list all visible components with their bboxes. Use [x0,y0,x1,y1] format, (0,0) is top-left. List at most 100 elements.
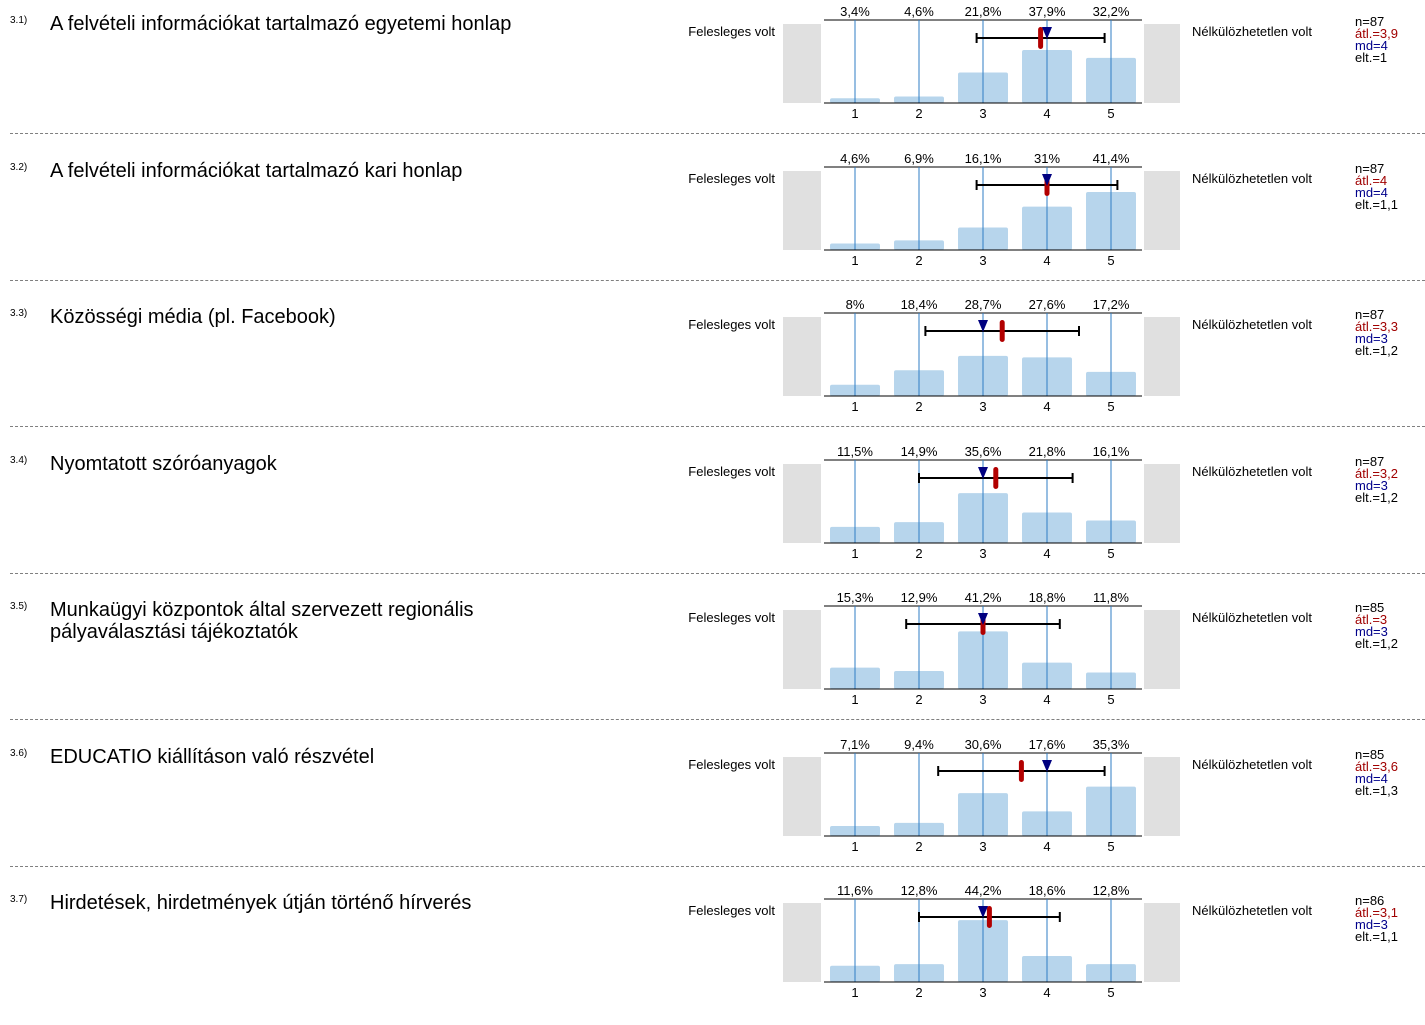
percent-label: 15,3% [837,590,874,605]
question-row: 3.4) Nyomtatott szóróanyagok Felesleges vo… [0,440,1425,586]
tick-label: 2 [915,985,922,1000]
tick-label: 3 [979,839,986,854]
row-divider [10,133,1425,134]
histogram-chart: 4,6% 6,9% 16,1% 31% 41,4% 1 2 3 4 5 [783,151,1180,268]
histogram-chart: 3,4% 4,6% 21,8% 37,9% 32,2% 1 2 3 4 5 [783,4,1180,121]
percent-label: 35,6% [965,444,1002,459]
median-marker [978,466,988,479]
tick-label: 1 [851,692,858,707]
mean-marker [1038,27,1044,49]
tick-label: 4 [1043,106,1050,121]
percent-label: 4,6% [840,151,870,166]
percent-label: 16,1% [965,151,1002,166]
stats-block: n=87 átl.=3,2 md=3 elt.=1,2 [1355,453,1399,505]
stat-sd: elt.=1,2 [1355,343,1399,358]
stat-sd: elt.=1,2 [1355,489,1399,505]
stat-median: md=3 [1355,624,1388,639]
tick-label: 3 [979,106,986,121]
left-side-block [783,610,821,689]
stat-sd: elt.=1,2 [1355,636,1399,651]
stat-median: md=3 [1355,331,1388,346]
question-number: 3.4) [10,454,28,466]
percent-label: 14,9% [901,444,938,459]
row-divider [10,426,1425,427]
percent-label: 18,8% [1029,590,1066,605]
question-row: 3.6) EDUCATIO kiállításon való részvétel F… [0,733,1425,879]
stat-mean: átl.=3,2 [1355,465,1399,481]
percent-label: 21,8% [1029,444,1066,459]
tick-label: 3 [979,253,986,268]
right-side-block [1144,756,1180,836]
scale-left-label: Felesleges volt [688,610,775,625]
percent-label: 18,4% [901,297,938,312]
question-row: 3.3) Közösségi média (pl. Facebook) Felesl… [0,293,1425,439]
tick-label: 4 [1043,399,1050,414]
median-marker [1042,759,1052,772]
question-number: 3.6) [10,747,28,759]
percent-label: 11,6% [837,883,873,898]
tick-label: 3 [979,692,986,707]
tick-label: 2 [915,546,922,561]
scale-right-label: Nélkülözhetetlen volt [1192,463,1312,479]
question-number: 3.3) [10,308,28,319]
percent-label: 17,2% [1093,297,1130,312]
median-marker [978,613,988,625]
scale-right-label: Nélkülözhetetlen volt [1192,24,1312,39]
percent-label: 18,6% [1029,883,1066,898]
row-divider [10,719,1425,720]
tick-label: 1 [851,399,858,414]
percent-label: 11,5% [837,444,873,459]
tick-label: 4 [1043,839,1050,854]
tick-label: 2 [915,106,922,121]
stats-block: n=87 átl.=3,3 md=3 elt.=1,2 [1355,307,1399,358]
tick-label: 5 [1107,692,1114,707]
stat-n: n=87 [1355,453,1385,469]
percent-label: 31% [1034,151,1060,166]
percent-label: 21,8% [965,4,1002,19]
question-row: 3.7) Hirdetések, hirdetmények útján törté… [0,879,1425,1025]
question-row: 3.5) Munkaügyi központok által szervezett… [0,586,1425,732]
percent-label: 9,4% [904,737,934,752]
left-side-block [783,170,821,250]
histogram-chart: 8% 18,4% 28,7% 27,6% 17,2% 1 2 3 4 5 [783,297,1180,414]
question-text: A felvételi információkat tartalmazó kar… [50,159,463,182]
median-marker [978,320,988,332]
stat-median: md=3 [1355,917,1388,932]
percent-label: 27,6% [1029,297,1066,312]
mean-marker [986,906,992,928]
percent-label: 17,6% [1029,737,1066,752]
question-text: EDUCATIO kiállításon való részvétel [50,745,375,768]
tick-label: 1 [851,985,858,1000]
percent-label: 12,8% [901,883,938,898]
tick-label: 5 [1107,546,1114,561]
median-marker [1042,27,1052,39]
stat-median: md=4 [1355,38,1388,53]
right-side-block [1144,903,1180,982]
tick-label: 5 [1107,106,1114,121]
percent-label: 37,9% [1029,4,1066,19]
tick-label: 5 [1107,985,1114,1000]
question-number: 3.5) [10,601,28,612]
stats-block: n=87 átl.=4 md=4 elt.=1,1 [1355,162,1398,211]
question-text: Nyomtatott szóróanyagok [50,452,277,475]
question-number: 3.1) [10,15,28,26]
stat-mean: átl.=3,1 [1355,905,1399,920]
stat-sd: elt.=1,1 [1355,929,1399,944]
percent-label: 44,2% [965,883,1002,898]
histogram-chart: 11,5% 14,9% 35,6% 21,8% 16,1% 1 2 3 4 5 [783,444,1180,561]
percent-label: 41,4% [1093,151,1130,166]
tick-label: 4 [1043,546,1050,561]
tick-label: 5 [1107,839,1114,854]
tick-label: 1 [851,839,858,854]
stat-sd: elt.=1 [1355,50,1388,65]
percent-label: 3,4% [840,4,870,19]
percent-label: 8% [846,297,865,312]
stat-n: n=87 [1355,307,1385,322]
histogram-chart: 11,6% 12,8% 44,2% 18,6% 12,8% 1 2 3 4 5 [783,883,1180,1000]
right-side-block [1144,463,1180,543]
stat-mean: átl.=3,6 [1355,758,1399,774]
mean-marker [999,320,1005,342]
percent-label: 4,6% [904,4,934,19]
stat-sd: elt.=1,3 [1355,782,1399,798]
scale-left-label: Felesleges volt [688,756,775,772]
